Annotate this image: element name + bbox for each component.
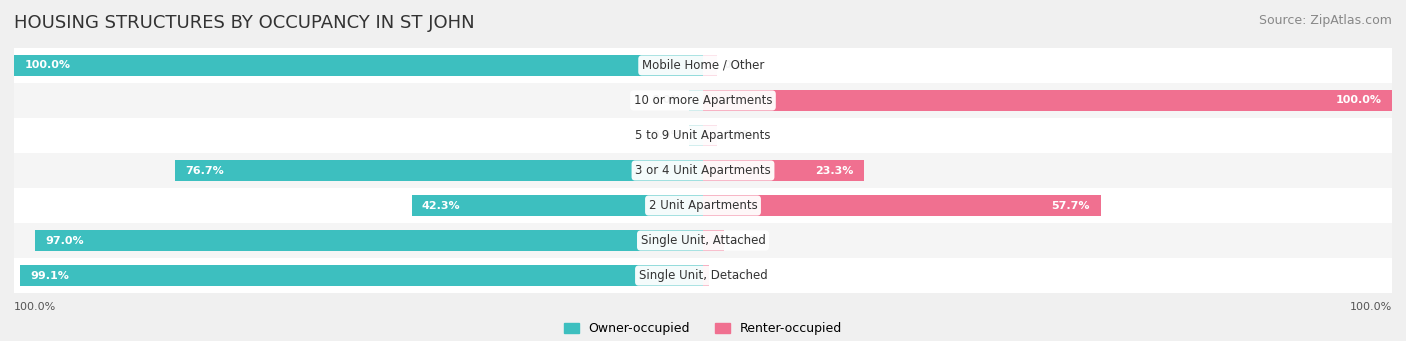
Bar — [14, 153, 1392, 188]
Bar — [35, 230, 703, 251]
Bar — [20, 265, 703, 286]
Bar — [703, 125, 717, 146]
Bar — [14, 83, 1392, 118]
Text: Source: ZipAtlas.com: Source: ZipAtlas.com — [1258, 14, 1392, 27]
Text: Single Unit, Detached: Single Unit, Detached — [638, 269, 768, 282]
Text: Mobile Home / Other: Mobile Home / Other — [641, 59, 765, 72]
Text: 2 Unit Apartments: 2 Unit Apartments — [648, 199, 758, 212]
Bar — [14, 55, 703, 76]
Text: 97.0%: 97.0% — [45, 236, 84, 246]
Bar — [14, 258, 1392, 293]
Bar — [703, 90, 1392, 111]
Text: 0.92%: 0.92% — [716, 270, 755, 281]
Text: 99.1%: 99.1% — [31, 270, 69, 281]
Text: 100.0%: 100.0% — [24, 60, 70, 71]
Text: 57.7%: 57.7% — [1052, 201, 1090, 210]
Bar — [703, 195, 1101, 216]
Text: 100.0%: 100.0% — [1336, 95, 1382, 105]
Bar — [703, 265, 710, 286]
Bar — [689, 90, 703, 111]
Bar — [14, 188, 1392, 223]
Text: 3 or 4 Unit Apartments: 3 or 4 Unit Apartments — [636, 164, 770, 177]
Text: 0.0%: 0.0% — [724, 60, 754, 71]
Text: 23.3%: 23.3% — [815, 165, 853, 176]
Bar — [703, 230, 724, 251]
Bar — [703, 55, 717, 76]
Text: 0.0%: 0.0% — [652, 131, 682, 140]
Text: 0.0%: 0.0% — [652, 95, 682, 105]
Bar — [412, 195, 703, 216]
Bar — [14, 223, 1392, 258]
Text: 3.0%: 3.0% — [731, 236, 761, 246]
Bar — [14, 118, 1392, 153]
Bar — [14, 48, 1392, 83]
Text: HOUSING STRUCTURES BY OCCUPANCY IN ST JOHN: HOUSING STRUCTURES BY OCCUPANCY IN ST JO… — [14, 14, 475, 32]
Bar — [689, 125, 703, 146]
Legend: Owner-occupied, Renter-occupied: Owner-occupied, Renter-occupied — [558, 317, 848, 340]
Text: 5 to 9 Unit Apartments: 5 to 9 Unit Apartments — [636, 129, 770, 142]
Text: Single Unit, Attached: Single Unit, Attached — [641, 234, 765, 247]
Bar — [174, 160, 703, 181]
Text: 0.0%: 0.0% — [724, 131, 754, 140]
Text: 76.7%: 76.7% — [186, 165, 224, 176]
Text: 100.0%: 100.0% — [14, 302, 56, 312]
Text: 100.0%: 100.0% — [1350, 302, 1392, 312]
Text: 10 or more Apartments: 10 or more Apartments — [634, 94, 772, 107]
Text: 42.3%: 42.3% — [422, 201, 461, 210]
Bar — [703, 160, 863, 181]
